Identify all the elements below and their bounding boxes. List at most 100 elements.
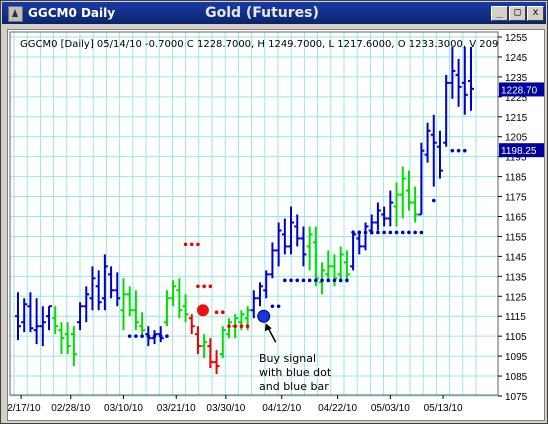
blue-stop-dot [276,304,281,309]
ohlc-bar [405,170,412,211]
ohlc-bar [182,294,189,323]
ohlc-bar [188,314,195,335]
chart-title: Gold (Futures) [205,5,319,21]
y-tick-label: 1165 [505,213,527,224]
red-stop-dot [189,242,194,247]
y-tick-label: 1205 [505,133,528,144]
blue-stop-dot [450,148,455,153]
x-tick-label: 04/22/10 [318,403,357,414]
blue-stop-dot [419,230,424,235]
blue-stop-dot [357,230,362,235]
stop-level-label: 1198.25 [501,146,537,157]
sell-signal-marker [196,304,209,317]
red-stop-dot [202,284,206,289]
blue-stop-dot [394,230,399,235]
title-bar[interactable]: GGCM0 Daily Gold (Futures) _ □ x [2,2,546,24]
ohlc-bar [250,290,257,319]
x-tick-label: 05/13/10 [424,403,463,414]
ohlc-bar [350,230,357,271]
red-stop-dot [183,242,188,247]
close-button[interactable]: x [527,6,544,21]
ohlc-bar [443,74,450,147]
ohlc-bar [163,290,170,327]
y-tick-label: 1085 [505,372,528,383]
y-tick-label: 1255 [505,33,528,44]
y-tick-label: 1235 [505,73,528,84]
ohlc-bar [374,202,381,231]
ohlc-bar [387,190,394,227]
ohlc-bar [337,246,344,283]
ohlc-bar [139,312,146,339]
blue-stop-dot [140,334,144,338]
ohlc-bar [89,266,96,311]
blue-stop-dot [283,278,287,283]
ohlc-bar [381,206,388,227]
ohlc-bar [288,206,295,255]
red-stop-dot [208,284,213,289]
ohlc-bar [101,254,108,311]
info-line: GGCM0 [Daily] 05/14/10 -0.7000 C 1228.70… [20,39,499,50]
blue-stop-dot [332,278,337,283]
y-tick-label: 1215 [505,113,528,124]
blue-stop-dot [462,148,467,153]
blue-stop-dot [307,278,312,283]
ohlc-bar [120,278,127,331]
ohlc-bar [33,298,40,345]
chart-app-icon[interactable] [8,6,23,22]
ohlc-bar [325,250,332,283]
red-stop-dot [239,324,244,328]
ohlc-bar [424,122,431,163]
ohlc-bar [257,282,264,307]
x-tick-label: 03/30/10 [206,403,245,414]
ohlc-bar [70,326,77,367]
y-tick-label: 1095 [505,352,528,363]
ohlc-bar [52,306,59,335]
blue-stop-dot [388,230,393,235]
y-tick-label: 1185 [505,173,527,184]
ohlc-bar [461,46,468,115]
ohlc-bar [27,292,34,333]
annotation-line-2: with blue dot [259,366,332,379]
blue-stop-dot [431,198,436,203]
blue-stop-dot [326,278,331,283]
ohlc-bar [275,222,282,267]
ohlc-bar [213,350,220,375]
red-stop-dot [196,242,200,247]
ohlc-bar [194,326,201,355]
minimize-button[interactable]: _ [491,6,508,21]
ohlc-bar [393,182,400,227]
ohlc-bar [362,222,369,251]
blue-stop-dot [456,148,461,153]
red-stop-dot [214,310,219,315]
maximize-button[interactable]: □ [509,6,526,21]
annotation-arrow-head [264,323,272,332]
ohlc-bar [225,318,232,339]
blue-stop-dot [369,230,374,235]
blue-stop-dot [351,230,355,235]
red-stop-dot [227,324,231,328]
ohlc-bar [294,214,301,247]
annotation-line-3: and blue bar [259,380,329,393]
blue-stop-dot [165,334,169,338]
ohlc-bar [46,305,53,331]
ohlc-bar [176,278,183,319]
chart-plot-area[interactable]: 1255 1245 1235 1225 1215 1205 1195 1185 1175 1165… [7,29,545,421]
blue-stop-dot [289,278,293,283]
ohlc-bar [269,242,276,279]
blue-stop-dot [338,278,343,283]
blue-stop-dot [400,230,405,235]
ohlc-bar [64,322,71,355]
y-tick-label: 1105 [505,332,527,343]
blue-stop-dot [295,278,300,283]
ohlc-bar [412,186,419,223]
x-tick-label: 03/21/10 [157,403,196,414]
blue-stop-dot [152,334,157,338]
red-stop-dot [233,324,237,328]
y-tick-label: 1195 [505,153,527,164]
ohlc-bar [157,326,164,343]
ohlc-bar [114,272,121,307]
ohlc-bar [281,218,288,255]
annotation-line-1: Buy signal [259,352,317,365]
buy-signal-annotation: Buy signal with blue dot and blue bar [259,352,331,394]
